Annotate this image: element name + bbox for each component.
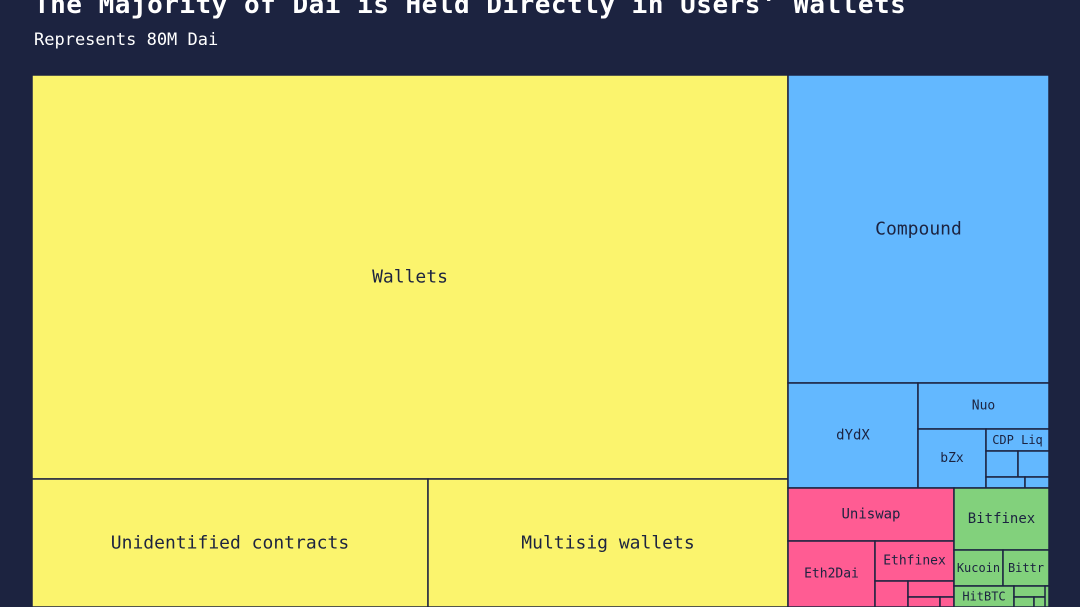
treemap-label-bzx: bZx	[940, 451, 964, 466]
treemap-label-eth2dai: Eth2Dai	[804, 567, 859, 582]
treemap-label-dydx: dYdX	[836, 428, 870, 444]
treemap-tile-unidentified-contracts	[31, 478, 429, 607]
treemap-label-hitbtc: HitBTC	[962, 590, 1005, 604]
treemap-tile-nuo	[917, 382, 1050, 430]
treemap-label-wallets: Wallets	[372, 267, 448, 288]
treemap-tile-unlabeled-11	[1024, 476, 1050, 489]
chart-subtitle: Represents 80M Dai	[34, 30, 219, 50]
treemap-tile-unlabeled-23	[1013, 585, 1050, 598]
treemap-tile-unlabeled-8	[985, 450, 1019, 478]
treemap-tile-eth2dai	[787, 540, 876, 607]
treemap-label-bitfinex: Bitfinex	[968, 511, 1035, 527]
treemap-label-kucoin: Kucoin	[957, 561, 1000, 575]
treemap-label-nuo: Nuo	[972, 399, 995, 414]
treemap-tile-multisig-wallets	[427, 478, 789, 607]
treemap-tile-unlabeled-18	[939, 596, 955, 607]
treemap-label-multisig-wallets: Multisig wallets	[521, 533, 694, 554]
treemap-label-uniswap: Uniswap	[841, 507, 900, 523]
treemap-label-unidentified-contracts: Unidentified contracts	[111, 533, 349, 554]
treemap-label-bittr: Bittr	[1008, 561, 1044, 575]
treemap-label-cdp-liq: CDP Liq	[992, 433, 1043, 447]
treemap-tile-unlabeled-24	[1013, 596, 1035, 607]
treemap-tile-compound	[787, 74, 1050, 384]
treemap-tile-bitfinex	[953, 487, 1050, 551]
treemap-tile-unlabeled-16	[907, 580, 955, 598]
treemap-label-ethfinex: Ethfinex	[883, 554, 946, 569]
treemap-tile-uniswap	[787, 487, 955, 542]
chart-title: The Majority of Dai is Held Directly in …	[34, 0, 907, 20]
treemap-label-compound: Compound	[875, 219, 962, 240]
treemap-tile-unlabeled-9	[1017, 450, 1050, 478]
treemap-tile-unlabeled-10	[985, 476, 1026, 489]
treemap-tile-wallets	[31, 74, 789, 480]
treemap-tile-unlabeled-15	[874, 580, 909, 607]
treemap-tile-unlabeled-26	[1044, 585, 1050, 607]
treemap-tile-unlabeled-17	[907, 596, 941, 607]
